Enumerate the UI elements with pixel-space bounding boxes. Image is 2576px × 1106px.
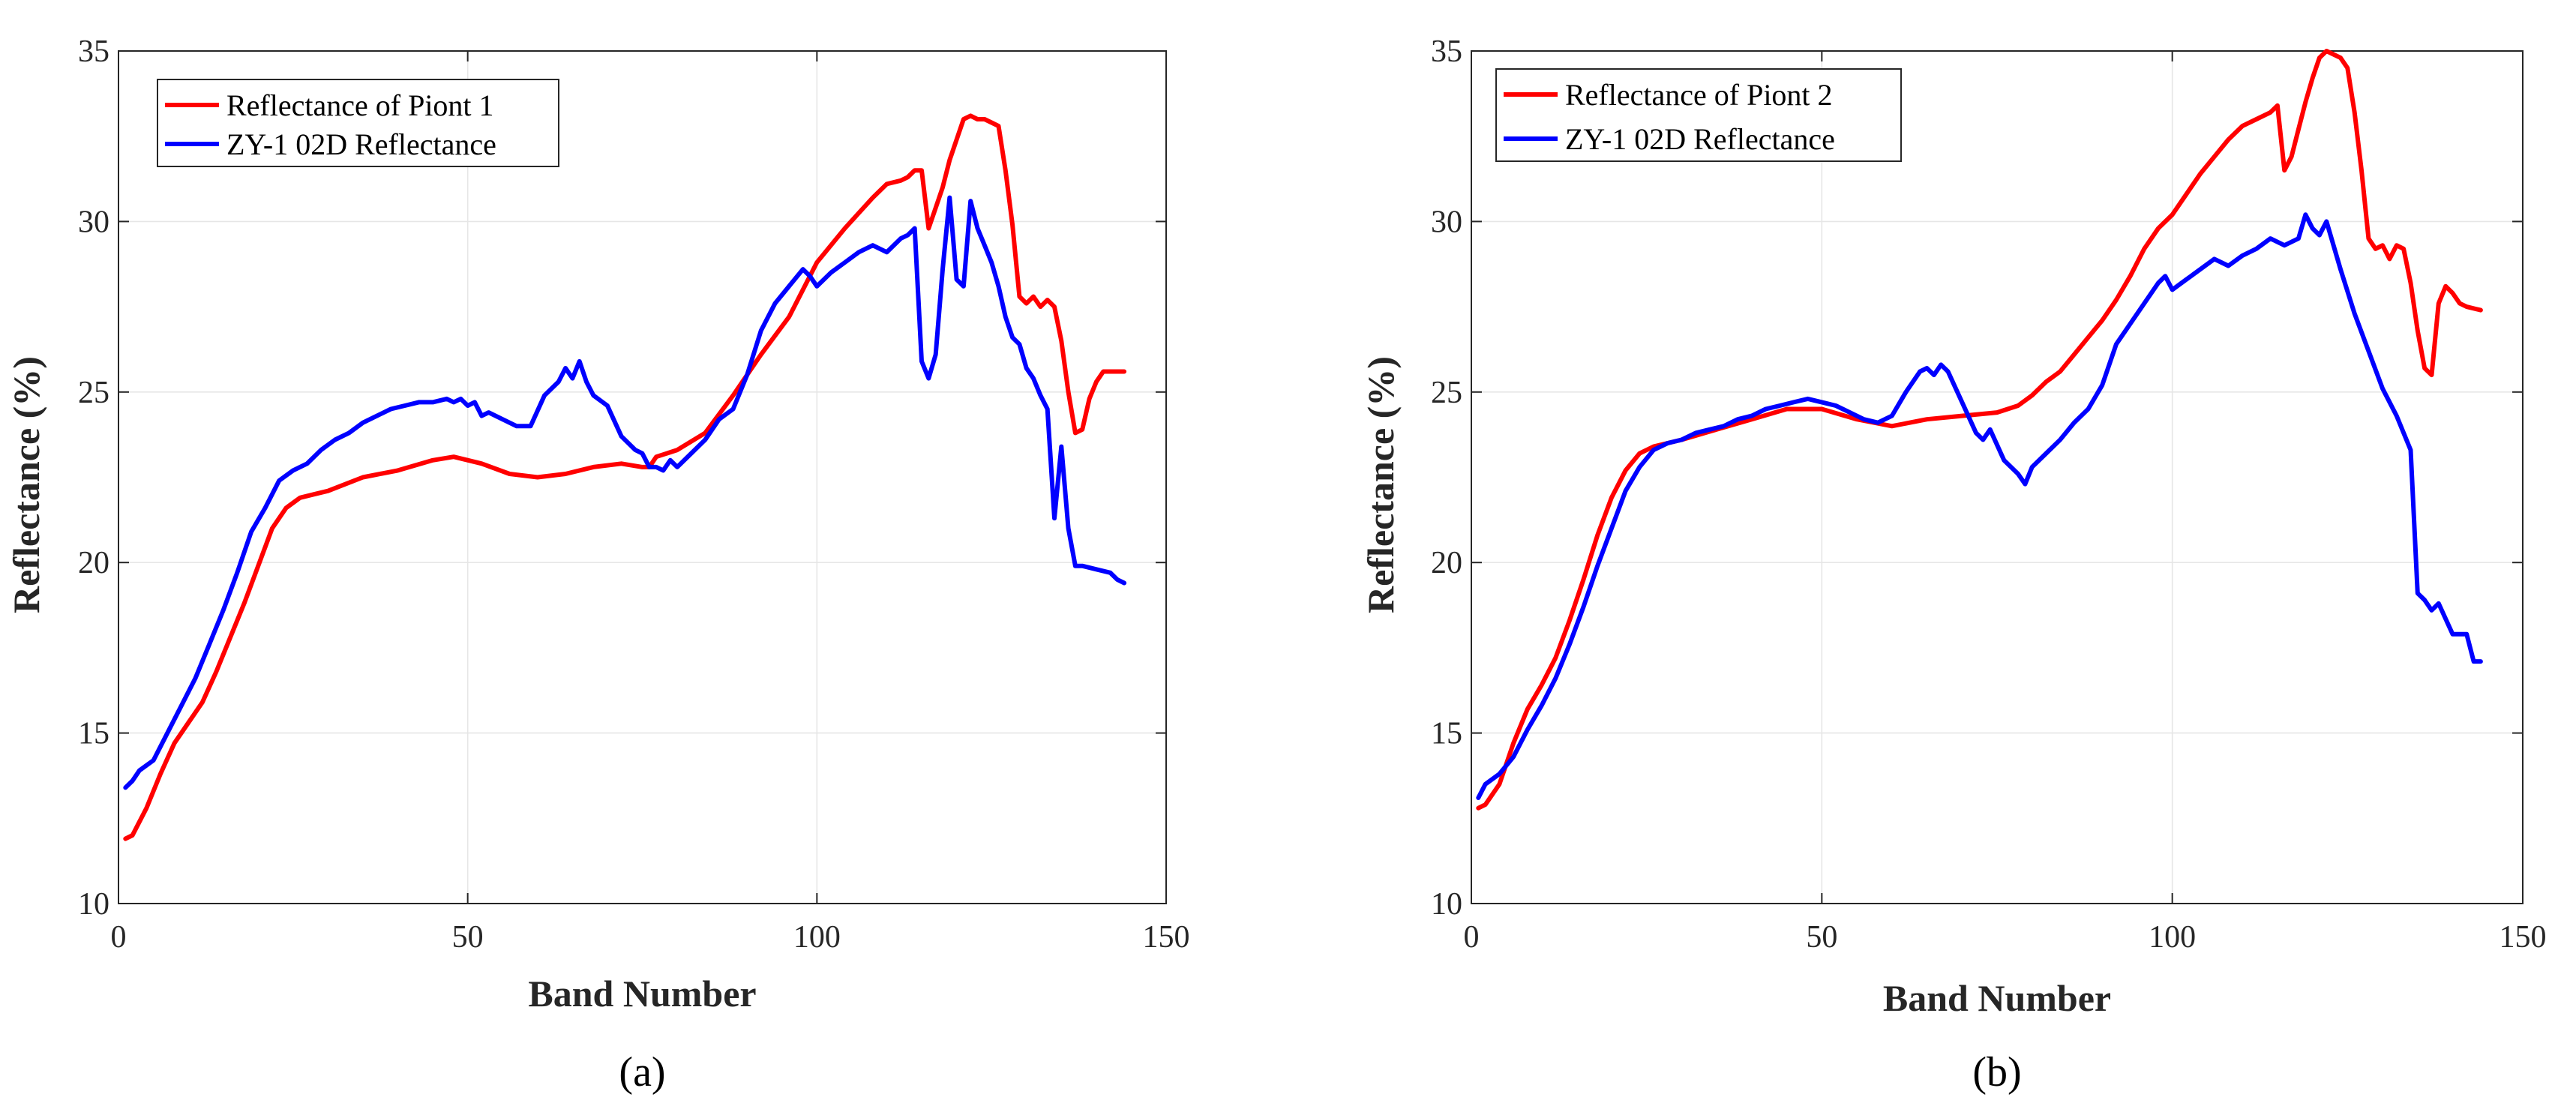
y-tick-label: 35 xyxy=(1431,34,1462,69)
x-tick-label: 0 xyxy=(111,920,127,955)
x-axis-label: Band Number xyxy=(528,973,756,1015)
series-line-point-reflectance xyxy=(1476,49,2483,811)
legend-box xyxy=(1495,68,1902,162)
legend-entry: Reflectance of Piont 1 xyxy=(226,88,494,122)
y-axis-label: Reflectance (%) xyxy=(5,356,47,613)
y-axis-label: Reflectance (%) xyxy=(1360,356,1402,613)
x-tick-label: 150 xyxy=(2500,920,2547,955)
plot-border xyxy=(118,50,1167,904)
y-tick-label: 35 xyxy=(78,34,109,69)
x-tick-label: 50 xyxy=(1806,920,1837,955)
legend: Reflectance of Piont 2 ZY-1 02D Reflectan… xyxy=(1495,68,1902,162)
y-tick-label: 25 xyxy=(1431,376,1462,410)
panel-label: (b) xyxy=(1972,1049,2021,1096)
panel-label: (a) xyxy=(619,1049,665,1096)
series-line-zy1-02d-reflectance xyxy=(123,195,1127,790)
x-tick-label: 100 xyxy=(2149,920,2196,955)
plot-area xyxy=(118,50,1167,904)
y-tick-label: 15 xyxy=(78,717,109,751)
x-tick-label: 150 xyxy=(1143,920,1190,955)
x-tick-label: 100 xyxy=(793,920,841,955)
x-tick-label: 0 xyxy=(1464,920,1480,955)
y-tick-label: 20 xyxy=(78,546,109,580)
series-line-point-reflectance xyxy=(123,113,1127,841)
y-tick-label: 10 xyxy=(78,887,109,922)
legend-entry: Reflectance of Piont 2 xyxy=(1565,78,1833,112)
legend: Reflectance of Piont 1 ZY-1 02D Reflectan… xyxy=(157,79,559,167)
y-tick-label: 25 xyxy=(78,376,109,410)
plot-border xyxy=(1471,50,2524,904)
y-tick-label: 10 xyxy=(1431,887,1462,922)
y-tick-label: 15 xyxy=(1431,717,1462,751)
legend-entry: ZY-1 02D Reflectance xyxy=(1565,122,1835,156)
y-tick-label: 20 xyxy=(1431,546,1462,580)
chart-panel-a: 0 50 100 150 10 15 20 25 30 35 Band Number Reflecta… xyxy=(5,34,1190,1096)
chart-panel-b: 0 50 100 150 10 15 20 25 30 35 Band Number Reflecta… xyxy=(1360,34,2547,1096)
plot-area xyxy=(1471,50,2524,904)
x-axis-label: Band Number xyxy=(1883,977,2111,1019)
x-tick-label: 50 xyxy=(452,920,484,955)
y-tick-label: 30 xyxy=(78,205,109,239)
legend-box xyxy=(157,79,559,167)
legend-entry: ZY-1 02D Reflectance xyxy=(226,127,496,161)
series-line-zy1-02d-reflectance xyxy=(1476,212,2483,800)
y-tick-label: 30 xyxy=(1431,205,1462,239)
